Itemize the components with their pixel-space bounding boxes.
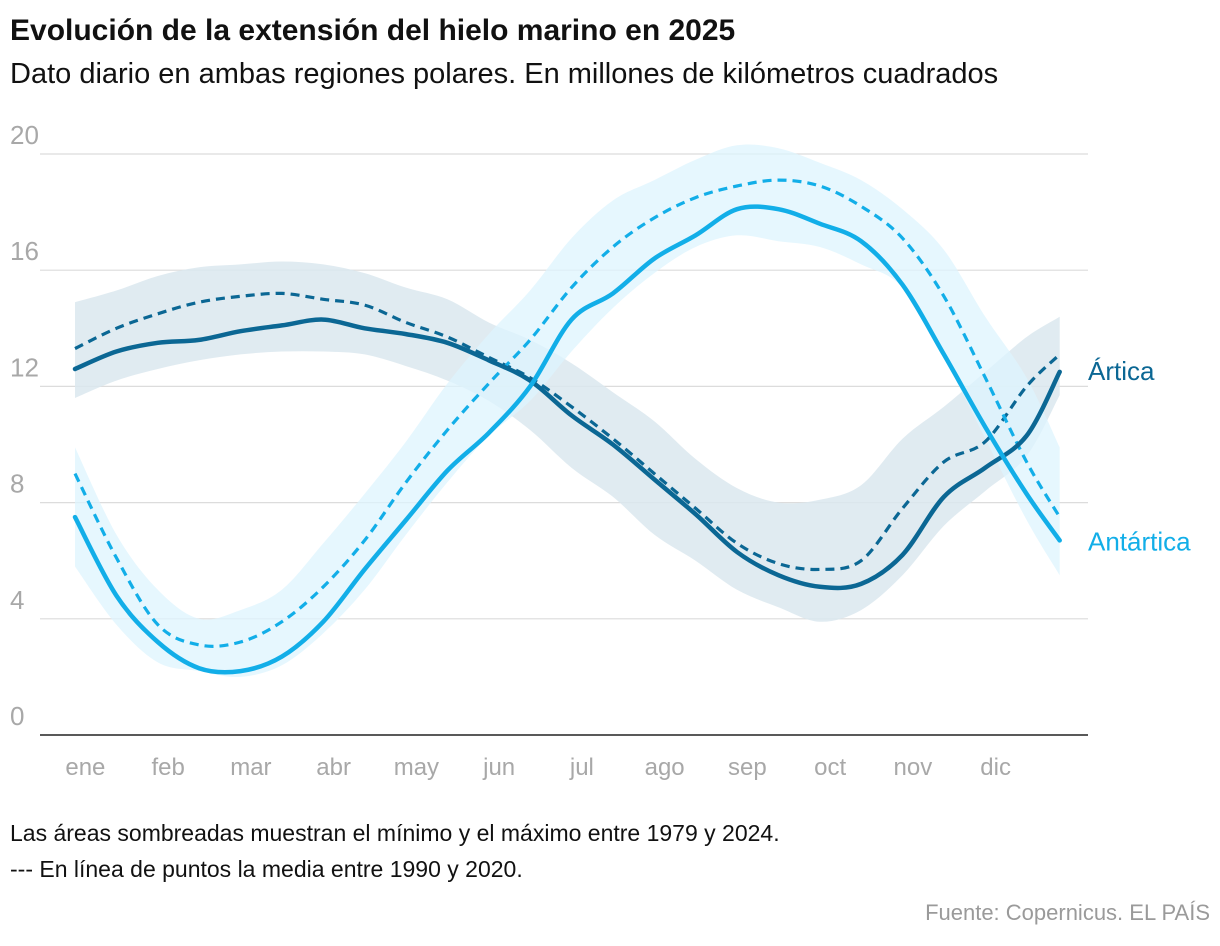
x-tick-labels: ene feb mar abr may jun jul ago sep oct nov dic (65, 754, 1011, 781)
band-antartica (75, 144, 1060, 678)
x-tick-label-nov: nov (894, 754, 933, 781)
minmax-bands (75, 144, 1060, 678)
x-tick-label-abr: abr (316, 754, 351, 781)
x-tick-label-may: may (394, 754, 439, 781)
line-2025-artica (72, 317, 1062, 591)
note-shaded-areas: Las áreas sombreadas muestran el mínimo … (10, 820, 780, 846)
mean-line-artica (74, 291, 1061, 572)
band-artica (75, 261, 1060, 622)
source-credit: Fuente: Copernicus. EL PAÍS (925, 900, 1210, 925)
mean-lines (73, 178, 1062, 648)
y-tick-label-16: 16 (10, 236, 39, 266)
x-tick-label-jul: jul (569, 754, 594, 781)
series-labels: Ártica Antártica (1088, 356, 1191, 556)
x-tick-label-jun: jun (482, 754, 515, 781)
y-tick-label-20: 20 (10, 120, 39, 150)
lines-2025 (72, 204, 1062, 675)
chart-subtitle: Dato diario en ambas regiones polares. E… (10, 58, 999, 90)
x-tick-label-sep: sep (728, 754, 767, 781)
y-tick-label-0: 0 (10, 701, 24, 731)
note-dotted-line: --- En línea de puntos la media entre 19… (10, 856, 523, 882)
y-tick-label-8: 8 (10, 469, 24, 499)
mean-line-antartica (73, 178, 1062, 648)
y-tick-label-12: 12 (10, 352, 39, 382)
x-tick-label-oct: oct (814, 754, 846, 781)
y-tick-label-4: 4 (10, 585, 24, 615)
x-tick-label-feb: feb (151, 754, 184, 781)
chart-title: Evolución de la extensión del hielo mari… (10, 14, 736, 47)
x-tick-label-dic: dic (980, 754, 1011, 781)
x-tick-label-ene: ene (65, 754, 105, 781)
series-label-antartica: Antártica (1088, 526, 1191, 556)
y-tick-labels: 0 4 8 12 16 20 (10, 120, 39, 731)
series-label-artica: Ártica (1088, 356, 1155, 386)
x-tick-label-ago: ago (645, 754, 685, 781)
line-2025-antartica (72, 204, 1062, 675)
x-tick-label-mar: mar (230, 754, 271, 781)
